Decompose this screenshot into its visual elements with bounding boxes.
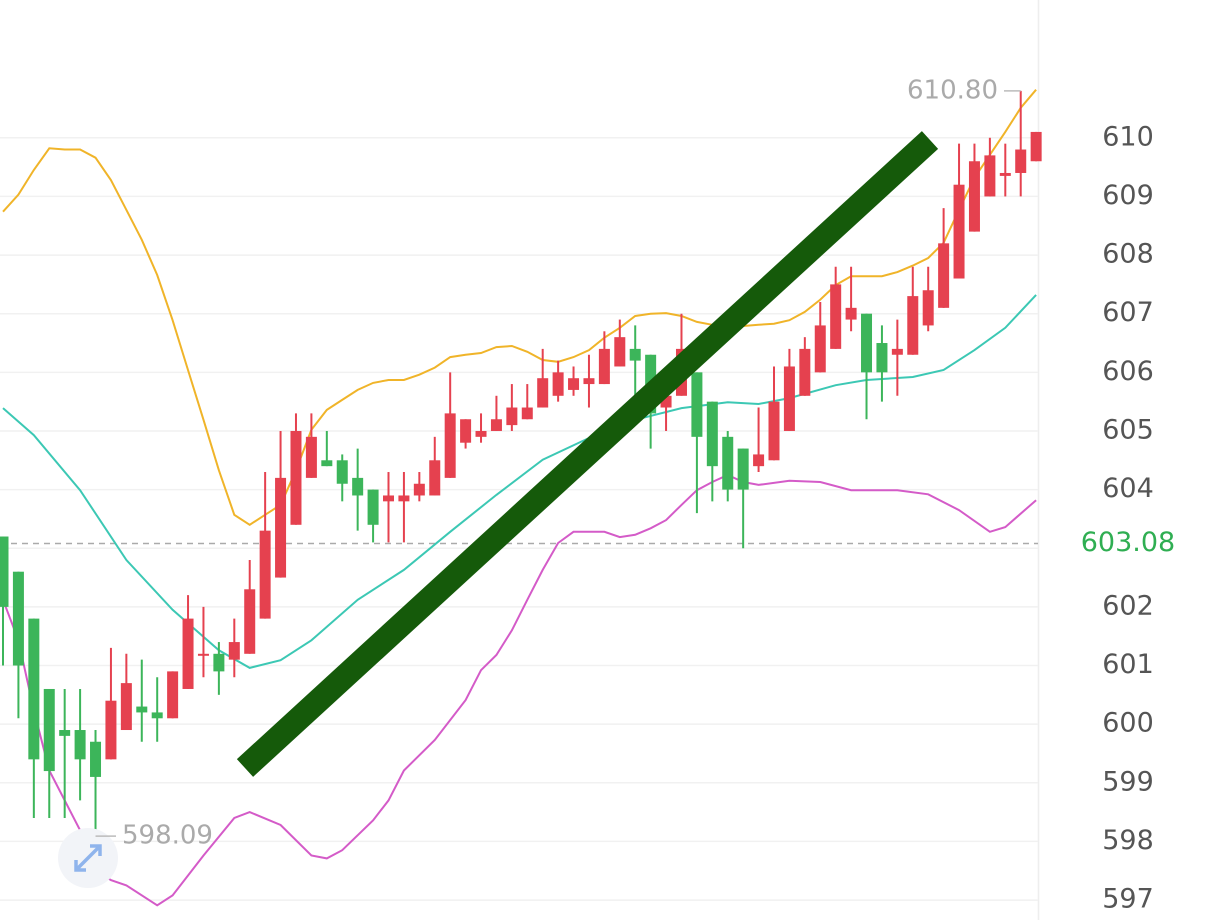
candle-body — [290, 430, 302, 525]
candle-body — [614, 337, 626, 367]
candle-body — [968, 161, 980, 232]
y-tick-label: 607 — [1102, 297, 1154, 328]
candle-body — [1015, 149, 1027, 173]
candle-body — [28, 618, 40, 760]
trend-line — [236, 131, 939, 777]
candle-body — [907, 296, 919, 355]
candle-body — [151, 712, 163, 719]
candle-body — [722, 436, 734, 490]
candle-body — [43, 688, 55, 772]
candle-body — [984, 155, 996, 197]
candle-body — [305, 436, 317, 478]
candle-body — [768, 401, 780, 461]
candle-body — [336, 460, 348, 484]
candle-body — [383, 495, 394, 502]
y-tick-label: 604 — [1102, 473, 1154, 504]
candle-body — [1030, 131, 1042, 162]
expand-icon[interactable] — [58, 828, 118, 888]
y-tick-label: 610 — [1102, 121, 1154, 152]
candle-body — [120, 683, 132, 731]
candle-body — [490, 419, 502, 431]
candle-body — [922, 290, 934, 326]
candle-body — [460, 419, 472, 443]
candle-body — [197, 653, 209, 656]
candle-body — [12, 571, 24, 666]
candle-body — [537, 378, 549, 408]
candle-body — [629, 348, 641, 361]
candle-body — [0, 536, 9, 607]
candle-body — [413, 483, 425, 496]
y-tick-label: 600 — [1102, 708, 1154, 739]
candle-body — [799, 348, 811, 396]
candle-body — [938, 243, 950, 308]
candle-body — [105, 700, 117, 760]
candle-body — [429, 460, 441, 496]
candle-body — [521, 407, 533, 420]
expand-icon-glyph[interactable] — [74, 844, 102, 872]
candle-body — [783, 366, 795, 431]
candle-body — [552, 372, 564, 396]
candle-body — [367, 489, 379, 525]
candle-body — [352, 477, 364, 496]
min-label: 598.09 — [122, 821, 213, 851]
labels: 5975985996006016026036046056066076086096… — [95, 75, 1220, 915]
y-tick-label: 598 — [1102, 825, 1154, 856]
candle-body — [398, 495, 410, 502]
candle-body — [999, 172, 1011, 176]
candle-body — [90, 741, 102, 777]
candle-body — [167, 671, 179, 719]
candle-body — [830, 284, 842, 349]
y-tick-label: 606 — [1102, 356, 1154, 387]
candle-body — [506, 407, 518, 426]
candle-body — [59, 730, 71, 736]
y-tick-label: 597 — [1102, 884, 1154, 915]
candle-body — [845, 307, 857, 320]
y-tick-label: 602 — [1102, 590, 1154, 621]
candle-body — [876, 343, 888, 373]
candle-body — [259, 530, 271, 619]
candle-body — [691, 372, 703, 437]
candle-body — [475, 430, 487, 437]
candle-body — [228, 642, 240, 660]
candle-body — [568, 378, 580, 390]
candle-body — [74, 730, 86, 760]
candle-body — [814, 325, 826, 373]
y-tick-label: 601 — [1102, 649, 1154, 680]
y-tick-label: 609 — [1102, 180, 1154, 211]
y-tick-label: 608 — [1102, 239, 1154, 270]
candle-body — [737, 448, 749, 490]
band-line — [2, 89, 1037, 526]
plot — [0, 89, 1042, 907]
candle-body — [660, 395, 672, 408]
candle-body — [953, 184, 965, 279]
candle-body — [583, 378, 595, 385]
candle-body — [891, 348, 903, 355]
max-label: 610.80 — [907, 75, 998, 105]
y-tick-label: 599 — [1102, 766, 1154, 797]
candle-body — [861, 313, 873, 373]
candle-body — [753, 454, 765, 467]
candle-body — [182, 618, 194, 689]
candle-body — [598, 348, 610, 385]
y-tick-label: 605 — [1102, 414, 1154, 445]
candle-body — [706, 401, 718, 467]
candle-body — [213, 653, 225, 672]
last-price-bg — [1040, 523, 1220, 564]
last-price-label: 603.08 — [1081, 527, 1175, 558]
candle-body — [244, 589, 256, 654]
candle-body — [444, 413, 456, 478]
candle-body — [275, 477, 287, 578]
candle-body — [136, 706, 148, 713]
band-line — [2, 473, 1037, 907]
candle-body — [321, 460, 333, 467]
